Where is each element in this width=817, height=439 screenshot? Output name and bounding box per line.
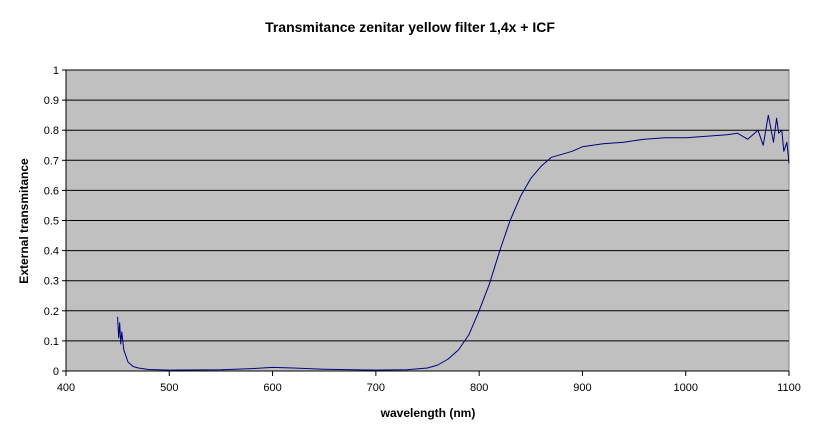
y-tick-label: 0.2 [44, 306, 59, 318]
y-axis-title: External transmitance [17, 158, 31, 284]
y-tick-label: 0.3 [44, 276, 59, 288]
chart-title: Transmitance zenitar yellow filter 1,4x … [265, 19, 555, 35]
y-tick-label: 0.5 [44, 216, 59, 228]
y-tick-label: 0.4 [44, 246, 59, 258]
transmittance-series-line [117, 114, 790, 371]
x-tick-label: 1000 [673, 382, 697, 394]
y-tick-label: 0.7 [44, 155, 59, 167]
y-axis: 0 0.1 0.2 0.3 0.4 0.5 0.6 0.7 0.8 0.9 1 [44, 65, 67, 378]
x-tick-label: 600 [263, 382, 281, 394]
x-axis-title: wavelength (nm) [380, 406, 476, 420]
x-tick-label: 1100 [777, 382, 801, 394]
gridlines [66, 69, 789, 342]
y-tick-label: 0.8 [44, 125, 59, 137]
series-group [117, 114, 790, 371]
x-tick-label: 700 [367, 382, 385, 394]
y-tick-label: 1 [53, 65, 59, 77]
x-tick-label: 400 [57, 382, 75, 394]
x-tick-label: 900 [573, 382, 591, 394]
y-tick-label: 0.9 [44, 95, 59, 107]
x-tick-label: 800 [470, 382, 488, 394]
y-tick-label: 0 [53, 366, 59, 378]
y-tick-label: 0.1 [44, 336, 59, 348]
x-tick-label: 500 [160, 382, 178, 394]
y-tick-label: 0.6 [44, 185, 59, 197]
x-axis: 400 500 600 700 800 900 1000 1100 [57, 370, 801, 394]
